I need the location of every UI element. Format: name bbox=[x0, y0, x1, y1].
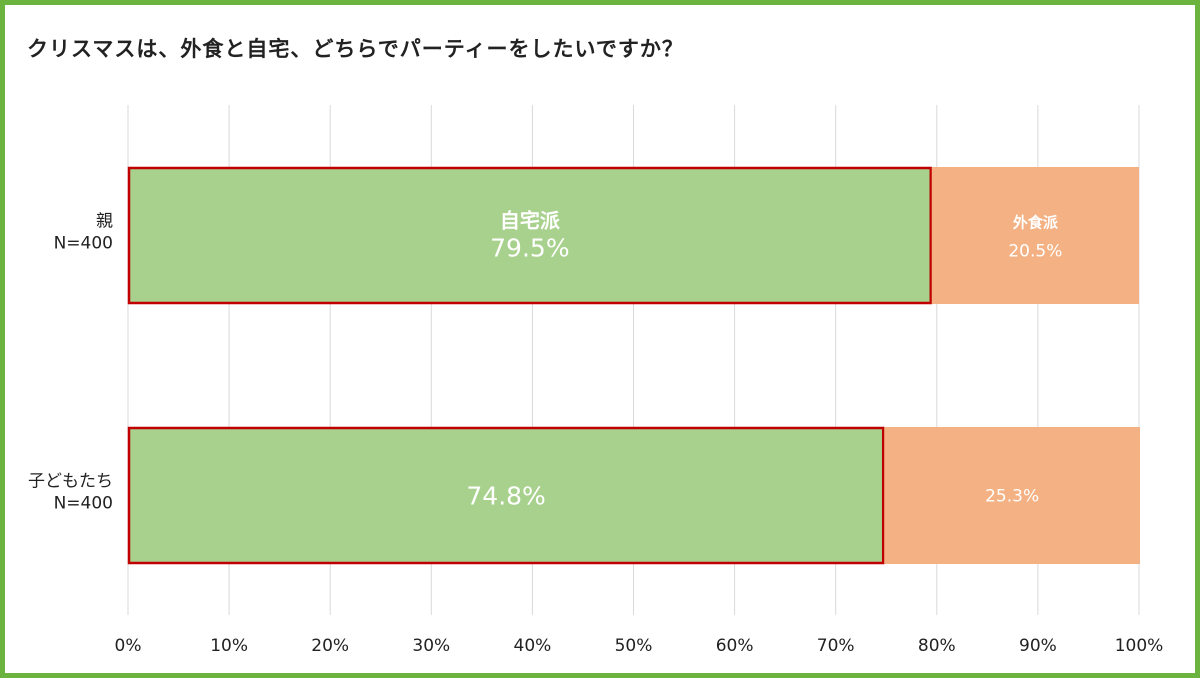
category-label-line: N=400 bbox=[54, 494, 113, 514]
x-tick-label: 70% bbox=[817, 636, 855, 656]
x-tick-label: 10% bbox=[210, 636, 248, 656]
x-tick-label: 90% bbox=[1019, 636, 1057, 656]
x-tick-label: 40% bbox=[514, 636, 552, 656]
segment-name-label: 自宅派 bbox=[500, 209, 561, 233]
x-tick-label: 0% bbox=[115, 636, 142, 656]
chart-title: クリスマスは、外食と自宅、どちらでパーティーをしたいですか？ bbox=[27, 37, 684, 61]
category-label: 親 N=400 bbox=[54, 212, 113, 254]
category-label-line: 子どもたち bbox=[28, 472, 113, 492]
bar-segment bbox=[127, 426, 885, 565]
x-tick-label: 30% bbox=[412, 636, 450, 656]
data-label: 20.5% bbox=[1008, 242, 1062, 262]
category-label: 子どもたち N=400 bbox=[28, 472, 113, 514]
data-label: 74.8% bbox=[466, 482, 545, 511]
x-tick-label: 80% bbox=[918, 636, 956, 656]
bar-segment bbox=[884, 427, 1141, 564]
data-label: 25.3% bbox=[985, 487, 1039, 507]
segment-name-label: 外食派 bbox=[1012, 214, 1059, 232]
x-tick-label: 60% bbox=[716, 636, 754, 656]
bar-segment bbox=[931, 167, 1139, 304]
x-tick-label: 20% bbox=[311, 636, 349, 656]
x-tick-label: 100% bbox=[1115, 636, 1164, 656]
category-label-line: N=400 bbox=[54, 234, 113, 254]
data-label: 79.5% bbox=[490, 234, 569, 263]
category-label-line: 親 bbox=[96, 212, 113, 232]
bar-segment bbox=[127, 166, 932, 305]
x-tick-label: 50% bbox=[615, 636, 653, 656]
